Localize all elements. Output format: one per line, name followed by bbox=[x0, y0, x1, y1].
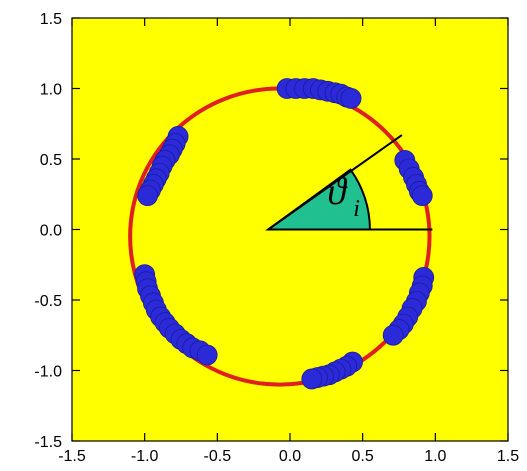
data-points-layer bbox=[134, 78, 435, 390]
x-tick-label: 0.0 bbox=[279, 448, 301, 465]
data-point bbox=[411, 185, 433, 207]
angle-label: ϑ bbox=[327, 171, 348, 213]
axes-layer: -1.5 -1.0 -0.5 0.0 0.5 1.0 1.5 1.5 1.0 0.5 0.0 -0.5… bbox=[34, 11, 519, 465]
data-point bbox=[340, 87, 362, 109]
y-tick-label: 0.5 bbox=[40, 152, 62, 169]
x-tick-label: 1.0 bbox=[424, 448, 446, 465]
y-tick-label: 1.5 bbox=[40, 11, 62, 28]
angle-label-subscript: i bbox=[353, 196, 360, 222]
y-tick-label: 1.0 bbox=[40, 82, 62, 99]
x-tick-label: -1.5 bbox=[58, 448, 86, 465]
y-tick-label: -1.0 bbox=[34, 364, 62, 381]
angle-ray bbox=[267, 134, 403, 231]
y-tick-label: -0.5 bbox=[34, 293, 62, 310]
y-tick-label: -1.5 bbox=[34, 434, 62, 451]
data-point bbox=[382, 324, 404, 346]
x-tick-label: 0.5 bbox=[352, 448, 374, 465]
y-tick-label: 0.0 bbox=[40, 223, 62, 240]
x-tick-label: -0.5 bbox=[204, 448, 232, 465]
x-tick-label: 1.5 bbox=[497, 448, 519, 465]
data-point bbox=[196, 344, 218, 366]
data-point bbox=[301, 368, 323, 390]
x-tick-label: -1.0 bbox=[131, 448, 159, 465]
data-point bbox=[137, 185, 158, 207]
